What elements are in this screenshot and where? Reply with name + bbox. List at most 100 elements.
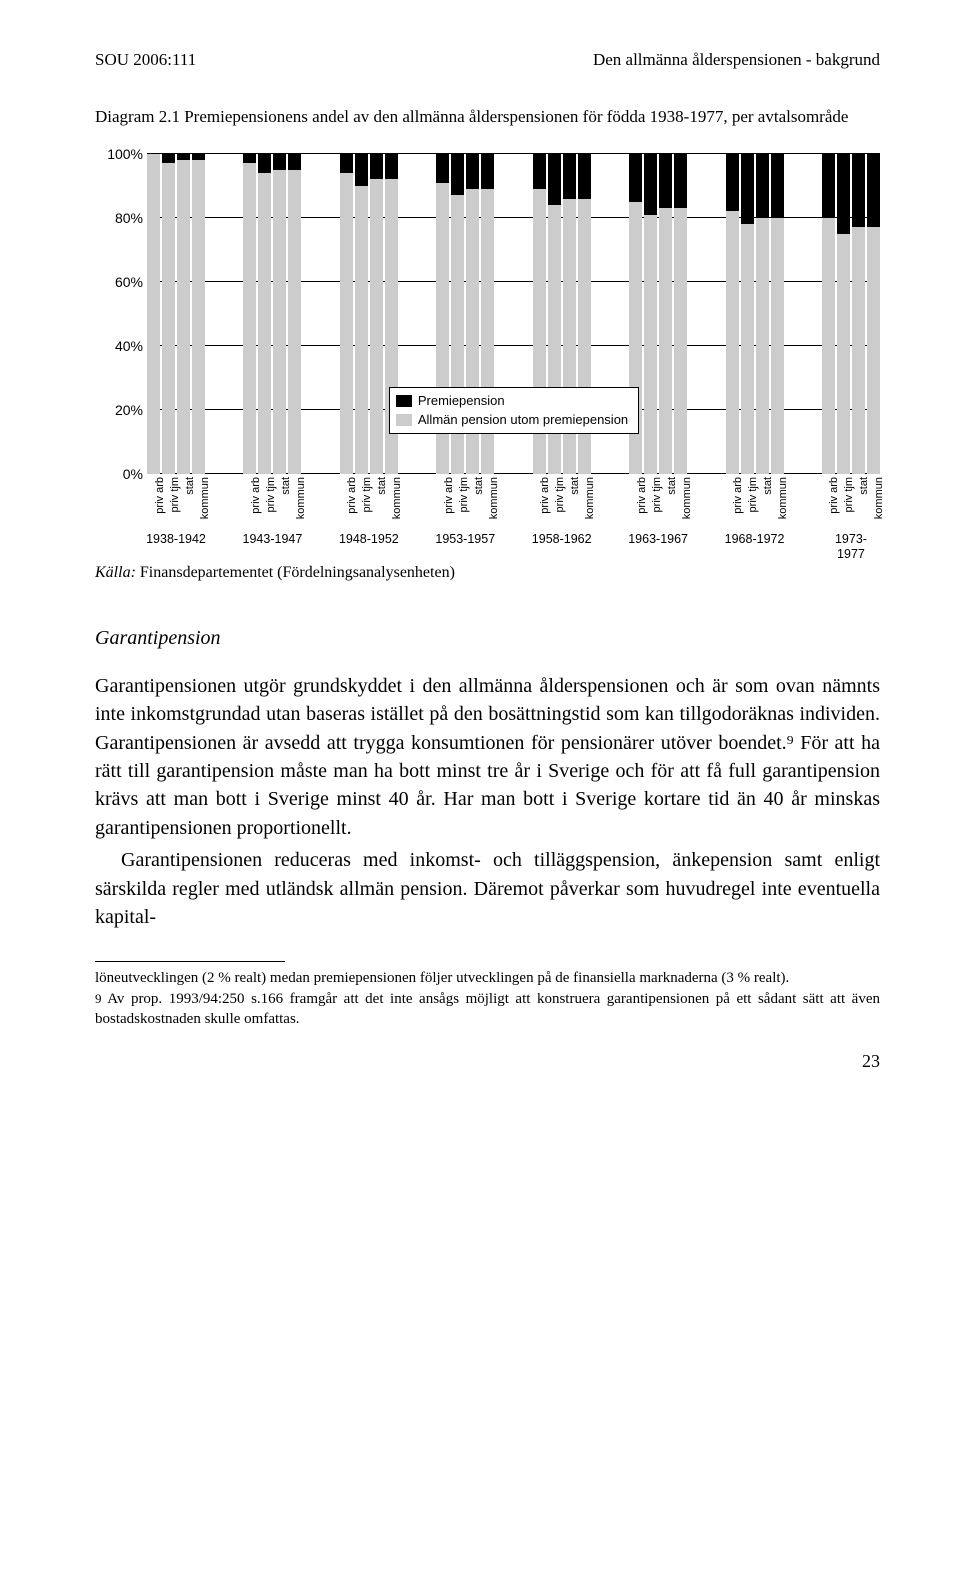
bar-category-label: stat — [858, 474, 870, 495]
bar-segment-allman — [177, 160, 190, 474]
page-number: 23 — [95, 1051, 880, 1072]
footnote-9: 9 Av prop. 1993/94:250 s.166 framgår att… — [95, 989, 880, 1030]
bar: priv arb — [340, 154, 353, 474]
group-label: 1953-1957 — [435, 532, 495, 547]
bar-category-label: priv arb — [636, 474, 648, 514]
bar-segment-allman — [644, 215, 657, 474]
bar: kommun — [192, 154, 205, 474]
bar-group: priv arbpriv tjmstatkommun1938-1942 — [147, 154, 205, 474]
group-label: 1963-1967 — [628, 532, 688, 547]
bar: stat — [177, 154, 190, 474]
bar-segment-premie — [578, 154, 591, 199]
y-axis-label: 100% — [95, 146, 143, 162]
footnote-separator — [95, 961, 285, 962]
bar-category-label: priv tjm — [651, 474, 663, 512]
legend-swatch — [396, 395, 412, 407]
bar-category-label: priv arb — [346, 474, 358, 514]
bar-category-label: priv tjm — [458, 474, 470, 512]
chart-legend: PremiepensionAllmän pension utom premiep… — [389, 387, 639, 433]
bar-category-label: stat — [569, 474, 581, 495]
bar-category-label: priv tjm — [747, 474, 759, 512]
bar: stat — [273, 154, 286, 474]
bar: stat — [852, 154, 865, 474]
diagram-title: Diagram 2.1 Premiepensionens andel av de… — [95, 105, 880, 129]
bar-segment-premie — [822, 154, 835, 218]
legend-label: Allmän pension utom premiepension — [418, 411, 628, 429]
bar-segment-allman — [355, 186, 368, 474]
body-paragraph-2: Garantipensionen reduceras med inkomst- … — [95, 846, 880, 931]
bar-segment-allman — [147, 154, 160, 474]
bar: kommun — [771, 154, 784, 474]
bar-segment-allman — [288, 170, 301, 474]
bar-category-label: stat — [280, 474, 292, 495]
bar-segment-allman — [741, 224, 754, 474]
bar-segment-premie — [726, 154, 739, 212]
bar-segment-premie — [451, 154, 464, 196]
bar-group: priv arbpriv tjmstatkommun1943-1947 — [243, 154, 301, 474]
bar: priv arb — [726, 154, 739, 474]
bar-category-label: priv tjm — [843, 474, 855, 512]
bar-segment-premie — [852, 154, 865, 228]
bar-segment-allman — [837, 234, 850, 474]
bar-segment-allman — [162, 163, 175, 473]
bar-category-label: kommun — [295, 474, 307, 519]
group-label: 1948-1952 — [339, 532, 399, 547]
bar-category-label: stat — [184, 474, 196, 495]
source-text: Finansdepartementet (Fördelningsanalysen… — [140, 564, 455, 581]
bar-segment-premie — [466, 154, 479, 189]
bar-segment-allman — [258, 173, 271, 474]
page-header: SOU 2006:111 Den allmänna ålderspensione… — [95, 50, 880, 70]
bar-segment-premie — [533, 154, 546, 189]
bar-segment-premie — [370, 154, 383, 180]
bar-category-label: kommun — [681, 474, 693, 519]
group-label: 1968-1972 — [725, 532, 785, 547]
bar-category-label: kommun — [873, 474, 885, 519]
bar-segment-premie — [481, 154, 494, 189]
stacked-bar-chart: 0%20%40%60%80%100%priv arbpriv tjmstatko… — [147, 154, 880, 474]
bar-category-label: stat — [762, 474, 774, 495]
legend-swatch — [396, 414, 412, 426]
body-paragraph-1: Garantipensionen utgör grundskyddet i de… — [95, 672, 880, 842]
bar: stat — [370, 154, 383, 474]
bar-category-label: kommun — [777, 474, 789, 519]
bar-segment-premie — [340, 154, 353, 173]
bar-segment-allman — [243, 163, 256, 473]
bar-category-label: priv tjm — [169, 474, 181, 512]
chart-container: 0%20%40%60%80%100%priv arbpriv tjmstatko… — [95, 154, 880, 474]
bar-segment-premie — [563, 154, 576, 199]
bar-segment-allman — [659, 208, 672, 474]
bar: priv arb — [147, 154, 160, 474]
bar-category-label: priv tjm — [265, 474, 277, 512]
bar-category-label: priv tjm — [554, 474, 566, 512]
bar-category-label: kommun — [488, 474, 500, 519]
chart-source: Källa: Finansdepartementet (Fördelningsa… — [95, 564, 880, 582]
bar: kommun — [867, 154, 880, 474]
bar-segment-premie — [867, 154, 880, 228]
y-axis-label: 20% — [95, 402, 143, 418]
bar-category-label: priv arb — [732, 474, 744, 514]
bar-segment-premie — [548, 154, 561, 205]
y-axis-label: 40% — [95, 338, 143, 354]
bar-segment-allman — [192, 160, 205, 474]
legend-item: Premiepension — [396, 392, 628, 410]
bar-segment-premie — [273, 154, 286, 170]
bar-category-label: stat — [666, 474, 678, 495]
source-label: Källa: — [95, 564, 136, 581]
footnote-continuation: löneutvecklingen (2 % realt) medan premi… — [95, 968, 880, 988]
bar: priv tjm — [644, 154, 657, 474]
bar-category-label: stat — [376, 474, 388, 495]
bar-segment-premie — [436, 154, 449, 183]
bar-segment-premie — [771, 154, 784, 218]
group-label: 1943-1947 — [243, 532, 303, 547]
header-left: SOU 2006:111 — [95, 50, 196, 70]
bar: priv tjm — [741, 154, 754, 474]
bar-segment-allman — [822, 218, 835, 474]
legend-label: Premiepension — [418, 392, 505, 410]
bar: priv tjm — [837, 154, 850, 474]
bar-segment-premie — [741, 154, 754, 224]
header-right: Den allmänna ålderspensionen - bakgrund — [593, 50, 880, 70]
bar-category-label: stat — [473, 474, 485, 495]
bar-category-label: kommun — [391, 474, 403, 519]
legend-item: Allmän pension utom premiepension — [396, 411, 628, 429]
footnote-text: Av prop. 1993/94:250 s.166 framgår att d… — [95, 991, 880, 1027]
